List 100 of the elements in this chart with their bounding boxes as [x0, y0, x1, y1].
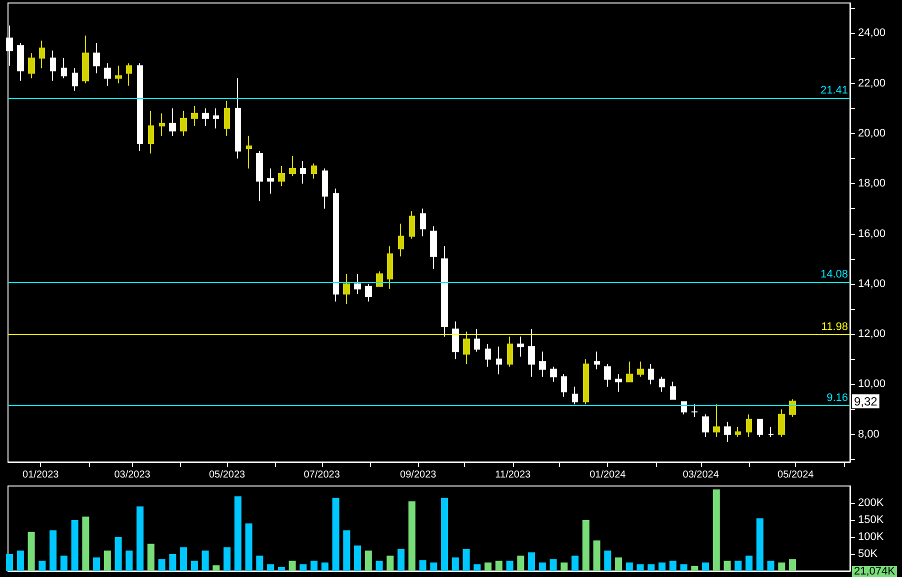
- bar: [702, 562, 710, 571]
- bar: [669, 560, 676, 571]
- y-tick-label: 24,00: [858, 27, 886, 40]
- candlestick: [517, 336, 524, 358]
- bar: [408, 501, 416, 571]
- bar: [528, 552, 536, 571]
- candlestick: [93, 42, 100, 74]
- bar: [224, 547, 231, 571]
- candlestick: [441, 246, 448, 338]
- bar: [506, 560, 514, 571]
- candlestick: [398, 223, 404, 257]
- bar: [354, 546, 362, 571]
- candlestick: [191, 105, 198, 126]
- candlestick: [539, 351, 546, 378]
- bar: [441, 498, 448, 571]
- candlestick: [300, 160, 306, 184]
- bar: [6, 554, 14, 571]
- candlestick: [583, 358, 589, 405]
- bar: [767, 560, 774, 571]
- bar: [38, 560, 46, 571]
- bar: [202, 550, 209, 571]
- bar: [495, 560, 502, 571]
- candlestick: [789, 398, 796, 418]
- bar: [626, 562, 633, 571]
- bar: [310, 560, 318, 571]
- candlestick: [278, 166, 285, 187]
- bar: [615, 557, 622, 571]
- bar: [560, 562, 568, 571]
- candlestick: [256, 150, 263, 202]
- candlestick: [757, 418, 763, 438]
- candlestick: [39, 40, 45, 69]
- bar: [71, 520, 78, 571]
- y-tick-label: 20,00: [858, 127, 886, 140]
- bar: [267, 564, 274, 571]
- bar: [452, 557, 459, 571]
- candlestick: [681, 401, 687, 415]
- candlestick: [746, 414, 752, 438]
- bar: [158, 559, 166, 571]
- candlestick: [550, 366, 557, 382]
- bar: [593, 540, 600, 571]
- bar: [430, 562, 438, 571]
- bar: [136, 506, 144, 571]
- bar: [386, 556, 394, 571]
- candlestick: [594, 351, 600, 370]
- candlestick: [409, 210, 415, 240]
- bar: [658, 562, 666, 571]
- bar: [104, 550, 111, 571]
- y-tick-label: 12,00: [858, 328, 886, 340]
- candlestick: [474, 328, 480, 352]
- candlestick: [289, 156, 296, 177]
- candlestick: [485, 344, 491, 368]
- candlestick: [572, 386, 578, 405]
- bar: [550, 559, 557, 571]
- bar: [746, 556, 753, 571]
- bar: [364, 550, 372, 571]
- y-tick-label: 50K: [858, 548, 878, 560]
- x-tick-label: 09/2023: [400, 470, 437, 480]
- y-tick-label: 16,00: [858, 228, 886, 240]
- bar: [28, 532, 35, 571]
- candlestick: [637, 361, 644, 378]
- candlestick: [246, 135, 252, 170]
- candlestick: [735, 426, 741, 438]
- bar: [180, 547, 188, 571]
- y-tick-label: 18,00: [858, 178, 886, 190]
- candlestick: [778, 408, 785, 438]
- candlestick: [235, 78, 241, 160]
- bar: [582, 520, 590, 571]
- y-tick-label: 10,00: [858, 378, 886, 390]
- candlestick: [387, 246, 393, 290]
- x-tick-label: 05/2024: [778, 470, 814, 480]
- candlestick: [507, 336, 513, 368]
- candlestick: [104, 62, 111, 86]
- candlestick: [61, 58, 67, 79]
- bar: [756, 518, 764, 571]
- y-tick-label: 14,00: [858, 278, 886, 290]
- bar: [60, 556, 68, 571]
- bar: [376, 560, 383, 571]
- candlestick: [561, 374, 567, 398]
- candlestick: [659, 376, 665, 392]
- bar: [212, 565, 220, 571]
- bar: [789, 559, 796, 571]
- bar: [734, 560, 742, 571]
- bar: [724, 560, 731, 571]
- candlestick: [604, 364, 611, 388]
- bar: [278, 566, 285, 571]
- y-tick-label: 100K: [858, 531, 884, 543]
- candlestick: [452, 321, 459, 360]
- bar: [256, 556, 264, 571]
- y-tick-label: 150K: [858, 514, 884, 526]
- ref-line-label: 9.16: [826, 392, 848, 404]
- candlestick: [28, 52, 35, 79]
- bar: [332, 498, 340, 571]
- bar: [114, 537, 122, 571]
- candlestick: [82, 35, 89, 84]
- candlestick: [148, 110, 154, 154]
- bar: [343, 530, 350, 571]
- x-tick-label: 03/2024: [682, 470, 720, 480]
- bar: [604, 550, 612, 571]
- bar: [245, 523, 252, 571]
- bar: [474, 564, 481, 571]
